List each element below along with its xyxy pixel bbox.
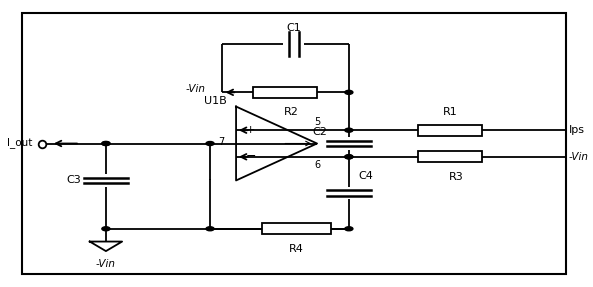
Text: R4: R4: [289, 244, 304, 254]
Text: C1: C1: [286, 23, 301, 33]
Circle shape: [345, 227, 353, 231]
Text: 6: 6: [314, 160, 320, 170]
Text: -Vin: -Vin: [96, 259, 116, 269]
Bar: [418, 125, 482, 136]
Text: I_out: I_out: [7, 137, 33, 148]
Circle shape: [206, 141, 214, 146]
Text: −: −: [246, 150, 256, 163]
Circle shape: [345, 155, 353, 159]
Text: C4: C4: [359, 171, 374, 181]
Text: Ips: Ips: [569, 125, 585, 135]
Text: +: +: [246, 125, 255, 135]
Text: 5: 5: [314, 117, 320, 127]
Bar: [253, 87, 317, 98]
Text: C3: C3: [67, 175, 81, 185]
Circle shape: [345, 155, 353, 159]
Circle shape: [206, 227, 214, 231]
Bar: [262, 223, 331, 234]
Circle shape: [345, 128, 353, 132]
Text: 7: 7: [218, 137, 225, 147]
Circle shape: [345, 90, 353, 94]
Text: C2: C2: [313, 127, 327, 137]
Text: R2: R2: [283, 107, 298, 117]
Text: -Vin: -Vin: [186, 84, 206, 94]
Text: U1B: U1B: [205, 96, 227, 106]
Circle shape: [102, 141, 110, 146]
Text: R1: R1: [443, 107, 457, 117]
Circle shape: [102, 141, 110, 146]
Bar: [418, 151, 482, 162]
Text: -Vin: -Vin: [569, 152, 589, 162]
Text: R3: R3: [448, 172, 463, 182]
Circle shape: [102, 227, 110, 231]
